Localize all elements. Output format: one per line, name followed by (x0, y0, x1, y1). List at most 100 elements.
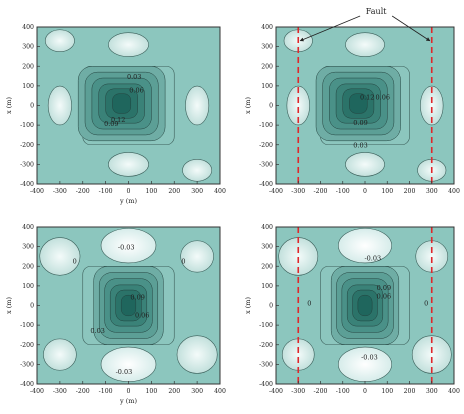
x-tick-label: -200 (76, 188, 90, 195)
contour-label: 0.03 (90, 327, 104, 335)
x-axis-label: y (m) (119, 197, 137, 205)
contour-region (39, 237, 81, 276)
contour-field (283, 29, 447, 182)
contour-label: 0 (73, 257, 77, 265)
y-tick-label: -200 (20, 142, 34, 149)
x-tick-label: 200 (404, 188, 416, 195)
contour-label: 0.06 (376, 94, 390, 102)
y-tick-label: -200 (259, 342, 273, 349)
x-tick-label: 100 (381, 388, 393, 395)
x-tick-label: 300 (426, 188, 438, 195)
y-tick-label: 0 (30, 303, 34, 310)
y-axis-label: x (m) (244, 297, 252, 314)
y-tick-label: 400 (261, 224, 273, 231)
x-tick-label: 400 (214, 188, 226, 195)
x-tick-label: 0 (363, 388, 367, 395)
contour-region (185, 85, 210, 126)
x-tick-label: -400 (30, 188, 44, 195)
contour-label: 0 (424, 300, 428, 308)
contour-label: -0.03 (118, 244, 135, 252)
x-tick-label: 300 (191, 388, 203, 395)
y-tick-label: 200 (261, 63, 273, 70)
x-tick-label: 400 (448, 388, 460, 395)
chart-panel-1: -400 -300 -200 -100 0 100 200 300 400 400 300 200 10… (5, 24, 226, 205)
y-tick-label: -400 (20, 381, 34, 388)
y-axis-label: x (m) (5, 97, 13, 114)
contour-ring (112, 93, 132, 114)
x-tick-label: 100 (381, 188, 393, 195)
x-tick-label: 200 (168, 388, 180, 395)
y-tick-label: -100 (20, 322, 34, 329)
x-tick-label: -300 (53, 188, 67, 195)
y-tick-label: 100 (261, 283, 273, 290)
contour-region (100, 228, 157, 264)
y-tick-label: -300 (20, 361, 34, 368)
x-tick-label: -100 (336, 188, 350, 195)
x-tick-label: 300 (426, 388, 438, 395)
contour-label: 0.03 (127, 73, 141, 81)
contour-region (108, 152, 149, 177)
y-tick-label: 200 (261, 263, 273, 270)
x-tick-label: 200 (404, 388, 416, 395)
chart-panel-2: -400 -300 -200 -100 0 100 200 300 400 400 300 200 10… (244, 7, 460, 195)
contour-field (44, 29, 213, 182)
y-tick-label: 200 (22, 263, 34, 270)
x-tick-label: 100 (145, 188, 157, 195)
contour-label: -0.03 (361, 353, 378, 361)
x-tick-label: -300 (291, 388, 305, 395)
contour-region (420, 85, 444, 126)
fault-annotation: Fault (366, 7, 387, 16)
contour-label: 0.06 (135, 311, 149, 319)
contour-region (345, 32, 385, 57)
contour-label: -0.03 (116, 368, 133, 376)
contour-region (182, 158, 213, 182)
y-tick-label: -400 (20, 181, 34, 188)
x-tick-label: -300 (53, 388, 67, 395)
y-tick-label: 100 (22, 83, 34, 90)
contour-ring (357, 294, 373, 317)
y-tick-label: -200 (259, 142, 273, 149)
y-axis-label: x (m) (5, 297, 13, 314)
x-tick-label: -100 (99, 388, 113, 395)
y-tick-label: 300 (261, 44, 273, 51)
x-tick-label: -100 (336, 388, 350, 395)
y-tick-label: 0 (269, 303, 273, 310)
y-tick-label: 0 (269, 103, 273, 110)
x-tick-label: 300 (191, 188, 203, 195)
fault-arrow (299, 15, 361, 42)
contour-region (176, 335, 218, 374)
y-tick-label: -300 (20, 161, 34, 168)
y-tick-label: -100 (259, 122, 273, 129)
chart-panel-4: -400 -300 -200 -100 0 100 200 300 400 400 300 200 10… (244, 224, 460, 395)
contour-region (345, 152, 385, 177)
fault-arrow (391, 15, 431, 42)
contour-label: 0.03 (353, 142, 367, 150)
contour-label: 0.09 (377, 284, 391, 292)
contour-region (43, 338, 77, 371)
contour-field (39, 228, 218, 382)
contour-region (108, 32, 149, 57)
y-tick-label: -400 (259, 381, 273, 388)
contour-label: 0.09 (353, 119, 367, 127)
y-tick-label: -100 (259, 322, 273, 329)
contour-label: 0.12 (111, 116, 125, 124)
y-tick-label: -300 (259, 161, 273, 168)
contour-label: 0 (307, 300, 311, 308)
y-tick-label: -100 (20, 122, 34, 129)
y-tick-label: 300 (22, 44, 34, 51)
contour-label: 0.06 (129, 87, 143, 95)
y-tick-label: 200 (22, 63, 34, 70)
contour-label: 0 (181, 257, 185, 265)
x-tick-label: 0 (127, 388, 131, 395)
x-tick-label: -400 (30, 388, 44, 395)
y-tick-label: -400 (259, 181, 273, 188)
x-tick-label: 400 (448, 188, 460, 195)
contour-region (337, 346, 392, 382)
y-tick-label: -200 (20, 342, 34, 349)
y-tick-label: 400 (22, 24, 34, 31)
contour-region (286, 85, 310, 126)
contour-region (337, 228, 392, 264)
x-tick-label: 0 (127, 188, 131, 195)
x-tick-label: 0 (363, 188, 367, 195)
y-tick-label: 300 (261, 244, 273, 251)
